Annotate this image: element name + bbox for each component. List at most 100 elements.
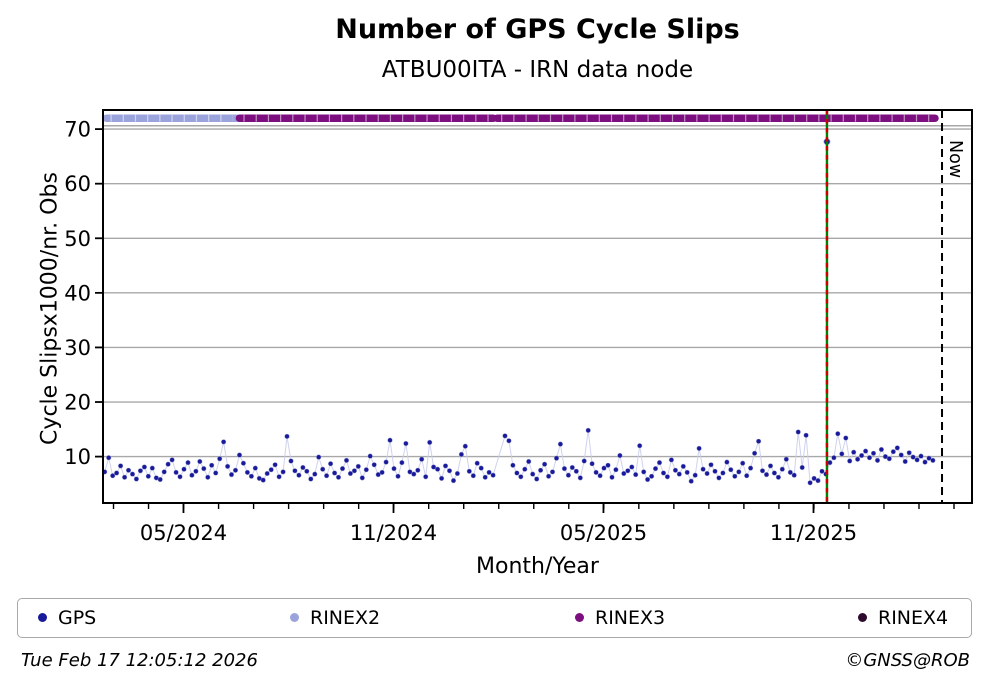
scatter-point — [601, 465, 607, 471]
scatter-point — [807, 480, 813, 486]
scatter-point — [395, 473, 401, 479]
scatter-point — [359, 475, 365, 481]
scatter-point — [221, 439, 227, 445]
x-tick-label: 11/2024 — [350, 521, 437, 545]
scatter-point — [577, 475, 583, 481]
scatter-point — [827, 460, 833, 466]
scatter-point — [641, 469, 647, 475]
scatter-point — [185, 460, 191, 466]
scatter-point — [862, 448, 869, 454]
scatter-point — [296, 472, 302, 478]
x-axis-label: Month/Year — [476, 554, 599, 579]
scatter-point — [125, 467, 132, 473]
scatter-point — [759, 468, 766, 474]
scatter-point — [141, 464, 147, 470]
scatter-point — [490, 472, 496, 478]
scatter-point — [605, 462, 611, 468]
scatter-point — [644, 476, 651, 483]
scatter-point — [870, 450, 877, 456]
scatter-point — [165, 461, 171, 467]
scatter-point — [228, 472, 235, 478]
scatter-point — [854, 456, 861, 462]
legend-item-rinex2: RINEX2 — [290, 599, 380, 636]
scatter-point — [787, 469, 793, 476]
scatter-point — [771, 470, 778, 476]
scatter-point — [264, 470, 270, 477]
scatter-point — [439, 475, 445, 482]
scatter-point — [117, 463, 124, 469]
y-axis-label: Cycle Slipsx1000/nr. Obs — [37, 172, 63, 445]
scatter-point — [355, 463, 361, 470]
scatter-point — [347, 470, 354, 477]
scatter-point — [831, 455, 837, 461]
scatter-point — [351, 468, 358, 474]
legend-label-rinex3: RINEX3 — [595, 606, 666, 629]
legend-label-rinex4: RINEX4 — [878, 606, 949, 629]
scatter-point — [736, 469, 742, 475]
scatter-point — [450, 478, 457, 484]
scatter-point — [312, 471, 318, 477]
scatter-point — [157, 476, 163, 483]
scatter-point — [882, 454, 889, 460]
scatter-point — [696, 445, 702, 452]
scatter-point — [177, 474, 183, 480]
scatter-point — [244, 469, 250, 476]
scatter-point — [232, 467, 239, 473]
scatter-point — [704, 470, 710, 477]
x-tick-label: 05/2025 — [560, 521, 647, 545]
scatter-point — [716, 475, 722, 481]
scatter-point — [712, 468, 718, 474]
scatter-point — [129, 471, 136, 477]
scatter-point — [914, 457, 920, 463]
y-tick-label: 50 — [64, 227, 91, 251]
scatter-point — [767, 463, 774, 469]
scatter-point — [898, 452, 904, 458]
scatter-point — [652, 466, 659, 472]
scatter-point — [549, 469, 556, 475]
scatter-point — [510, 462, 516, 468]
scatter-point — [407, 469, 413, 475]
y-tick-label: 70 — [64, 118, 91, 142]
scatter-point — [557, 441, 564, 447]
scatter-point — [526, 458, 532, 465]
scatter-point — [213, 470, 219, 476]
scatter-point — [343, 457, 350, 464]
scatter-point — [637, 443, 643, 449]
scatter-point — [431, 464, 437, 470]
scatter-point — [926, 455, 932, 461]
legend-item-rinex4: RINEX4 — [858, 599, 948, 636]
scatter-point — [633, 472, 639, 478]
scatter-point — [621, 470, 627, 477]
y-tick-label: 10 — [64, 445, 91, 469]
scatter-point — [779, 466, 785, 472]
scatter-point — [724, 459, 730, 465]
scatter-point — [747, 465, 754, 471]
scatter-point — [537, 467, 544, 473]
scatter-point — [664, 474, 671, 480]
y-tick-label: 40 — [64, 281, 91, 305]
scatter-point — [335, 474, 342, 480]
scatter-point — [379, 469, 385, 476]
scatter-point — [803, 432, 809, 438]
scatter-point — [744, 473, 750, 479]
scatter-point — [371, 462, 377, 468]
scatter-point — [819, 468, 825, 474]
scatter-point — [442, 463, 449, 469]
scatter-point — [225, 463, 231, 470]
x-tick-label: 05/2024 — [140, 521, 227, 545]
scatter-point — [145, 473, 151, 479]
scatter-point — [728, 467, 734, 473]
scatter-point — [617, 452, 623, 459]
y-tick-label: 30 — [64, 336, 91, 360]
scatter-point — [795, 429, 801, 435]
scatter-point — [545, 473, 552, 479]
now-label: Now — [945, 140, 965, 178]
scatter-point — [858, 452, 865, 459]
chart-title: Number of GPS Cycle Slips — [335, 14, 740, 45]
scatter-point — [268, 467, 274, 473]
scatter-point — [169, 457, 175, 463]
scatter-point — [680, 463, 686, 470]
scatter-point — [609, 474, 615, 480]
scatter-point — [751, 450, 758, 456]
scatter-point — [205, 474, 211, 480]
